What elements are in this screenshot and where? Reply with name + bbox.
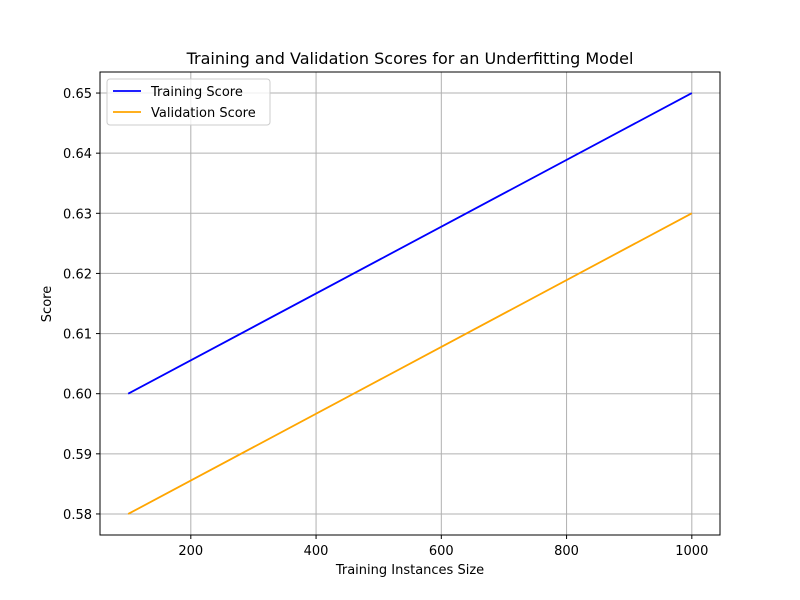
y-tick-label: 0.60 (63, 388, 92, 403)
y-tick-label: 0.63 (63, 207, 92, 222)
y-tick-label: 0.64 (63, 147, 92, 162)
x-tick-label: 800 (554, 544, 579, 559)
y-tick-label: 0.61 (63, 328, 92, 343)
legend: Training Score Validation Score (106, 78, 271, 126)
legend-box (106, 78, 271, 126)
grid (100, 72, 720, 535)
x-tick-label: 400 (304, 544, 329, 559)
series-line-0 (127, 92, 693, 395)
y-tick-label: 0.65 (63, 87, 92, 102)
x-axis-label: Training Instances Size (335, 563, 484, 578)
series-lines (127, 92, 693, 515)
legend-label-0: Training Score (150, 85, 243, 100)
chart-title: Training and Validation Scores for an Un… (186, 49, 634, 68)
x-tick-label: 1000 (675, 544, 708, 559)
axis-ticks: 200 400 600 800 1000 0.58 0.59 0.60 0.61 0.62 0.63… (63, 87, 708, 559)
y-tick-label: 0.59 (63, 448, 92, 463)
y-axis-label: Score (40, 286, 55, 322)
x-tick-label: 600 (429, 544, 454, 559)
series-line-1 (127, 212, 693, 515)
legend-label-1: Validation Score (151, 106, 256, 121)
x-tick-label: 200 (178, 544, 203, 559)
y-tick-label: 0.62 (63, 267, 92, 282)
plot-frame (99, 71, 721, 536)
y-tick-label: 0.58 (63, 508, 92, 523)
